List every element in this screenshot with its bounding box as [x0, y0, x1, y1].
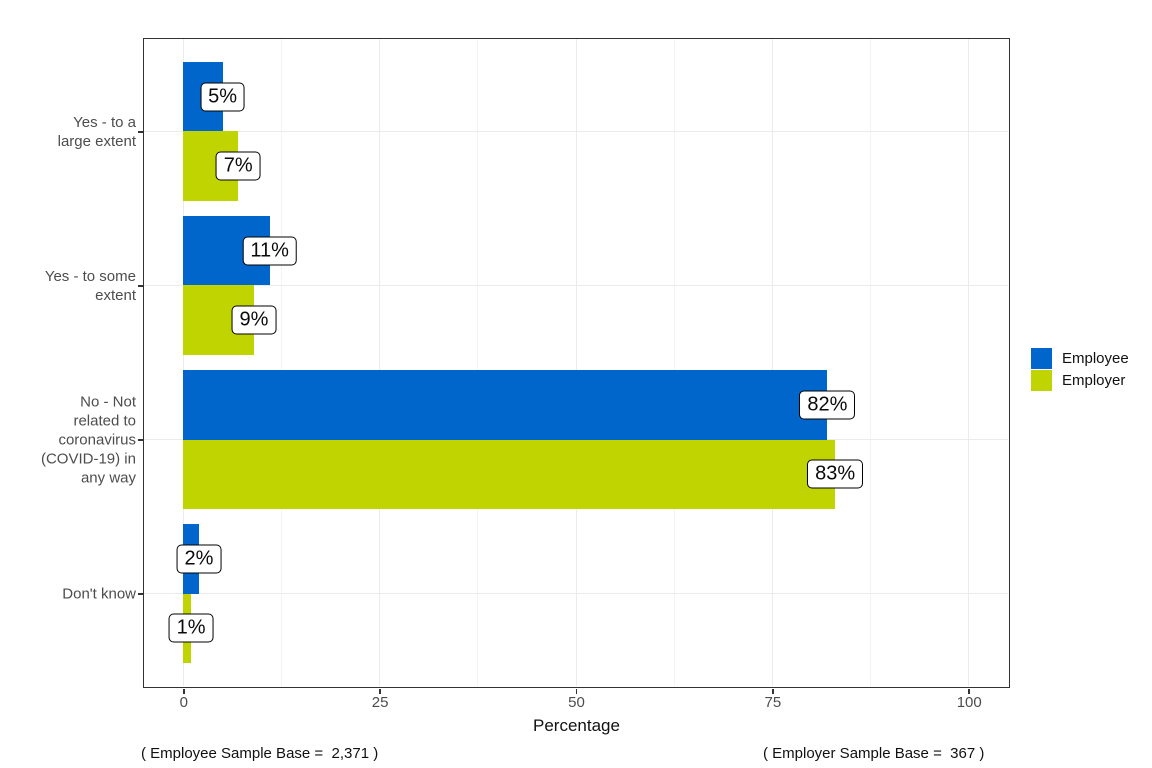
category-label-1: Yes - to some extent — [44, 267, 136, 304]
legend-label-employer: Employer — [1062, 371, 1126, 389]
employee-sample-base-note: ( Employee Sample Base = 2,371 ) — [141, 745, 379, 762]
gridline-major-vertical — [575, 39, 577, 686]
gridline-major-horizontal — [144, 130, 1008, 132]
bar-value-label-employer-2: 83% — [807, 459, 864, 489]
y-axis-tick-1 — [138, 285, 143, 287]
category-label-0: Yes - to a large extent — [57, 113, 136, 150]
y-axis-tick-3 — [138, 593, 143, 595]
legend-key-employer — [1031, 369, 1052, 391]
bar-employer-2 — [183, 439, 836, 509]
gridline-minor-vertical — [870, 39, 872, 686]
x-axis-tick-2 — [575, 689, 578, 694]
x-axis-tick-3 — [772, 689, 774, 694]
gridline-minor-vertical — [477, 39, 479, 686]
gridline-major-vertical — [182, 39, 184, 686]
legend-key-employee — [1031, 347, 1052, 369]
bar-value-label-employer-1: 9% — [231, 305, 277, 335]
category-label-3: Don't know — [62, 585, 136, 603]
category-label-2: No - Not related to coronavirus (COVID-1… — [40, 393, 136, 487]
x-axis-tick-1 — [379, 689, 381, 694]
x-tick-label-4: 100 — [956, 694, 982, 711]
gridline-minor-vertical — [280, 39, 282, 686]
gridline-major-vertical — [379, 39, 381, 686]
plot-panel: 5% 11% 82% 2% 7% 9% 83% 1% — [143, 38, 1010, 688]
y-axis-tick-2 — [138, 439, 143, 441]
gridline-minor-vertical — [673, 39, 675, 686]
gridline-major-vertical — [771, 39, 773, 686]
bar-value-label-employee-0: 5% — [200, 82, 245, 112]
employer-sample-base-note: ( Employer Sample Base = 367 ) — [763, 745, 985, 762]
x-axis-tick-4 — [968, 689, 970, 694]
bar-employee-2 — [183, 370, 828, 440]
x-axis-title: Percentage — [533, 716, 620, 735]
x-tick-label-3: 75 — [764, 694, 782, 711]
bar-value-label-employee-1: 11% — [242, 236, 297, 266]
bar-value-label-employee-2: 82% — [799, 390, 856, 420]
x-tick-label-0: 0 — [179, 694, 188, 711]
bar-value-label-employee-3: 2% — [176, 544, 222, 574]
legend: Employee Employer — [1031, 347, 1129, 391]
bar-value-label-employer-3: 1% — [168, 613, 214, 643]
gridline-major-horizontal — [144, 284, 1008, 286]
x-tick-label-2: 50 — [568, 694, 585, 711]
gridline-major-vertical — [968, 39, 970, 686]
x-axis-tick-0 — [183, 689, 185, 694]
legend-item-employer: Employer — [1031, 369, 1129, 391]
gridline-major-horizontal — [144, 593, 1008, 595]
x-tick-label-1: 25 — [371, 694, 389, 711]
bar-value-label-employer-0: 7% — [215, 151, 261, 181]
y-axis-tick-0 — [138, 131, 143, 133]
legend-item-employee: Employee — [1031, 347, 1129, 369]
legend-label-employee: Employee — [1062, 349, 1129, 367]
